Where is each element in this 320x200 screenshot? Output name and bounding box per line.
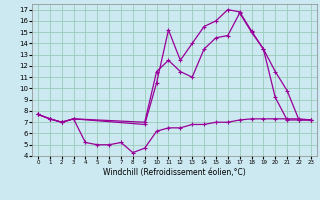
X-axis label: Windchill (Refroidissement éolien,°C): Windchill (Refroidissement éolien,°C) bbox=[103, 168, 246, 177]
